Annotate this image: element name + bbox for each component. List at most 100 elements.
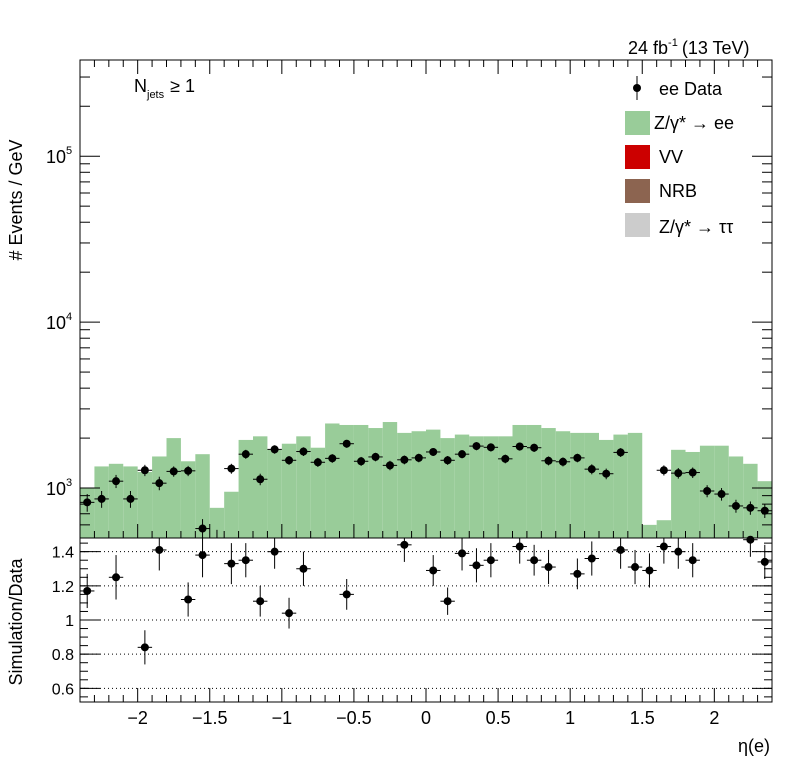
mc-bar xyxy=(411,431,426,538)
selection-label: Njets ≥ 1 xyxy=(134,76,195,101)
ratio-point xyxy=(195,538,210,578)
ratio-point xyxy=(743,535,758,557)
ratio-axes: 0.6 0.8 1 1.2 1.4 −2 −1.5 −1 −0.5 0 0.5 1 1.5 2 xyxy=(52,542,773,728)
mc-bar xyxy=(397,432,412,538)
legend-swatch-vv xyxy=(625,145,650,169)
data-point xyxy=(339,439,354,448)
data-point xyxy=(699,485,715,498)
mc-bar xyxy=(137,471,153,538)
ratio-y-tick-label: 0.6 xyxy=(52,681,74,698)
x-tick-label: 2 xyxy=(709,708,719,728)
x-tick-label: −0.5 xyxy=(336,708,372,728)
ratio-point xyxy=(253,585,268,617)
mc-bar xyxy=(281,443,297,538)
data-point xyxy=(685,467,700,478)
legend-entry-data: ee Data xyxy=(633,76,723,100)
mc-bar xyxy=(382,422,398,538)
ratio-point xyxy=(238,543,253,578)
legend-entry-nrb: NRB xyxy=(625,179,697,203)
mc-bar xyxy=(627,432,643,538)
data-point xyxy=(325,454,340,463)
mc-bar xyxy=(526,424,542,538)
mc-bar xyxy=(224,491,239,538)
ratio-point xyxy=(656,538,672,564)
ratio-point xyxy=(152,538,167,571)
data-point xyxy=(440,456,455,465)
mc-bar xyxy=(267,449,282,538)
mc-bar xyxy=(512,424,527,538)
legend-swatch-ztt xyxy=(625,213,650,237)
data-point xyxy=(757,504,772,518)
x-axis-label: η(e) xyxy=(738,736,770,756)
x-tick-label: −2 xyxy=(127,708,148,728)
mc-bar xyxy=(555,431,571,538)
ratio-point xyxy=(512,538,527,564)
ratio-point xyxy=(671,538,686,569)
legend-label-ztt: Z/γ* → ττ xyxy=(659,217,733,237)
data-point xyxy=(368,452,383,462)
data-point xyxy=(512,442,527,451)
ratio-y-tick-label: 1 xyxy=(65,613,74,630)
ratio-point xyxy=(469,548,484,583)
ratio-point xyxy=(80,573,95,609)
ratio-gridlines xyxy=(80,551,772,689)
data-point xyxy=(180,465,196,477)
data-point xyxy=(94,490,109,508)
mc-bar xyxy=(209,507,225,538)
x-tick-label: 0 xyxy=(421,708,431,728)
mc-bar xyxy=(570,432,585,538)
mc-bar xyxy=(166,438,181,538)
legend-label-vv: VV xyxy=(659,147,683,167)
data-point xyxy=(397,455,412,465)
data-point xyxy=(541,456,556,466)
x-tick-label: 0.5 xyxy=(486,708,511,728)
ratio-point xyxy=(454,538,470,571)
legend: ee Data Z/γ* → ee VV NRB Z/γ* → ττ xyxy=(625,76,734,237)
ratio-y-tick-label: 0.8 xyxy=(52,647,74,664)
data-point xyxy=(108,474,124,489)
mc-bar xyxy=(339,424,354,538)
ratio-point xyxy=(137,630,153,665)
ratio-point xyxy=(526,544,542,576)
mc-bar xyxy=(180,461,196,538)
ratio-point xyxy=(108,555,124,600)
data-point xyxy=(498,454,513,464)
ratio-point xyxy=(757,544,772,579)
data-point xyxy=(570,453,585,463)
data-point xyxy=(296,447,311,457)
data-points xyxy=(80,439,772,539)
legend-label-zee: Z/γ* → ee xyxy=(654,113,734,133)
ratio-point xyxy=(440,587,455,615)
legend-entry-ztt: Z/γ* → ττ xyxy=(625,213,733,237)
y-tick-label: 103 xyxy=(46,477,72,499)
ratio-point xyxy=(584,541,599,576)
data-point xyxy=(310,457,326,467)
ratio-point xyxy=(296,551,311,586)
ratio-point xyxy=(267,538,282,569)
data-point xyxy=(238,449,253,459)
data-point xyxy=(728,499,744,513)
ratio-point xyxy=(339,579,354,610)
ratio-point xyxy=(483,543,499,578)
mc-bar xyxy=(310,447,326,538)
mc-bar xyxy=(253,436,268,538)
data-point xyxy=(224,463,239,474)
data-point xyxy=(613,448,628,457)
ratio-point xyxy=(224,543,239,585)
ratio-point xyxy=(397,538,412,562)
data-point xyxy=(137,464,153,477)
ratio-point xyxy=(281,597,297,629)
mc-bar xyxy=(325,423,340,538)
mc-bar xyxy=(469,436,484,538)
mc-bar xyxy=(685,451,700,538)
mc-bar xyxy=(195,454,210,538)
main-y-axis: 103 104 105 xyxy=(46,60,773,539)
mc-bar xyxy=(656,520,672,538)
lumi-label: 24 fb-1 (13 TeV) xyxy=(628,37,750,58)
data-point xyxy=(267,445,282,454)
data-point xyxy=(743,501,758,515)
mc-bar xyxy=(440,438,455,538)
data-point xyxy=(656,465,672,476)
mc-bar xyxy=(152,456,167,538)
mc-bar xyxy=(642,524,657,538)
